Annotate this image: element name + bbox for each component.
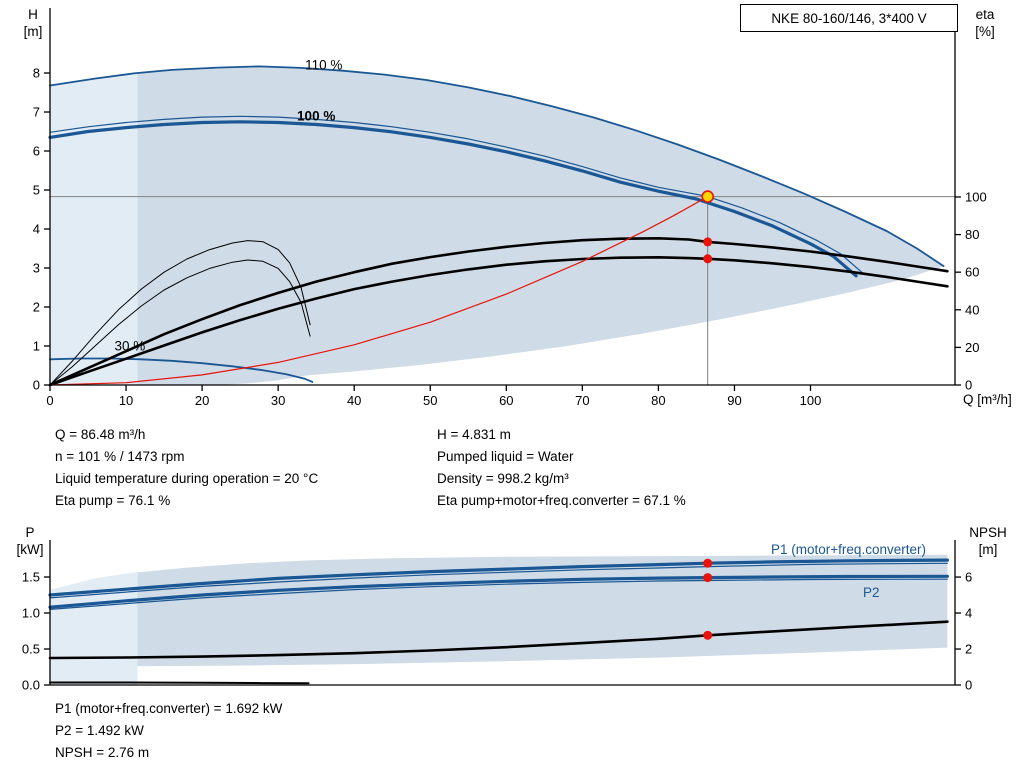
y-right-tick-label: 60 — [965, 265, 979, 280]
x-tick-label: 100 — [800, 393, 822, 408]
result-line: n = 101 % / 1473 rpm — [55, 449, 185, 464]
y-left-tick-label: 6 — [33, 144, 40, 159]
y-left-tick-label: 7 — [33, 105, 40, 120]
x-tick-label: 60 — [499, 393, 513, 408]
result-line: Liquid temperature during operation = 20… — [55, 471, 319, 486]
result-line: NPSH = 2.76 m — [55, 745, 150, 760]
q-axis-title: Q [m³/h] — [963, 392, 1012, 407]
label-speed-30-label: 30 % — [115, 338, 146, 353]
result-line: Eta pump+motor+freq.converter = 67.1 % — [437, 493, 686, 508]
marker-eta-total-point — [703, 254, 713, 264]
y-left-tick-label: 1 — [33, 339, 40, 354]
y-left-tick-label: 0.5 — [22, 642, 40, 657]
y-left-tick-label: 1.5 — [22, 570, 40, 585]
region-low-flow-band — [50, 73, 138, 385]
eta-axis-title: eta [%] — [966, 6, 1004, 40]
y-right-tick-label: 80 — [965, 227, 979, 242]
y-right-tick-label: 40 — [965, 302, 979, 317]
x-tick-label: 30 — [271, 393, 285, 408]
result-line: Density = 998.2 kg/m³ — [437, 471, 569, 486]
curve-p2-100 — [49, 578, 949, 611]
curve-eta-total-partload — [49, 259, 311, 386]
y-right-tick-label: 6 — [965, 570, 972, 585]
y-left-tick-label: 2 — [33, 300, 40, 315]
curve-speed-100 — [48, 120, 858, 278]
h-axis-label: H — [28, 7, 38, 22]
curve-speed-110 — [49, 65, 945, 268]
y-right-tick-label: 0 — [965, 678, 972, 693]
y-left-tick-label: 4 — [33, 222, 40, 237]
region-power-envelope — [50, 554, 948, 667]
marker-npsh-point — [703, 630, 713, 640]
x-tick-label: 0 — [46, 393, 53, 408]
result-line: H = 4.831 m — [437, 427, 511, 442]
npsh-axis-title: NPSH [m] — [962, 524, 1014, 558]
curve-speed-101 — [49, 115, 865, 275]
curve-speed-min — [49, 357, 314, 383]
h-axis-title: H [m] — [14, 6, 52, 40]
p-axis-unit: [kW] — [16, 542, 44, 557]
curve-eta-pump — [48, 237, 949, 387]
y-right-tick-label: 2 — [965, 642, 972, 657]
pump-title-box: NKE 80-160/146, 3*400 V — [740, 4, 958, 32]
y-left-tick-label: 0 — [33, 378, 40, 393]
x-tick-label: 90 — [727, 393, 741, 408]
npsh-axis-label: NPSH — [969, 525, 1007, 540]
y-right-tick-label: 100 — [965, 189, 987, 204]
curve-p1-101 — [48, 558, 950, 597]
marker-eta-pump-point — [703, 237, 713, 247]
x-tick-label: 20 — [195, 393, 209, 408]
result-line: Eta pump = 76.1 % — [55, 493, 171, 508]
curve-eta-total — [48, 255, 949, 387]
y-left-tick-label: 3 — [33, 261, 40, 276]
result-line: P1 (motor+freq.converter) = 1.692 kW — [55, 701, 283, 716]
curve-p2-min-speed — [49, 681, 310, 685]
label-p1-label: P1 (motor+freq.converter) — [771, 542, 926, 557]
marker-p1-point — [703, 558, 713, 568]
x-tick-label: 50 — [423, 393, 437, 408]
duty-results-left: Q = 86.48 m³/h n = 101 % / 1473 rpm Liqu… — [55, 424, 318, 512]
curve-eta-pump-partload — [49, 240, 311, 386]
marker-p2-point — [703, 573, 713, 583]
y-left-tick-label: 1.0 — [22, 606, 40, 621]
y-left-tick-label: 0.0 — [22, 678, 40, 693]
power-npsh-chart: P1 (motor+freq.converter) P2 0.0 0.5 1.0 1.5 0… — [22, 540, 972, 693]
result-line: Q = 86.48 m³/h — [55, 427, 146, 442]
result-line: Pumped liquid = Water — [437, 449, 574, 464]
eta-axis-unit: [%] — [975, 24, 995, 39]
x-tick-label: 10 — [119, 393, 133, 408]
y-right-tick-label: 20 — [965, 340, 979, 355]
qh-chart: 110 %100 %30 %0 10 20 30 40 50 60 70 80 90 1000123… — [33, 8, 987, 408]
y-right-tick-label: 0 — [965, 378, 972, 393]
p-axis-title: P [kW] — [8, 524, 52, 558]
result-line: P2 = 1.492 kW — [55, 723, 144, 738]
curve-p2-101 — [48, 574, 950, 609]
label-p2-label: P2 — [863, 585, 880, 600]
npsh-axis-unit: [m] — [978, 542, 998, 557]
h-axis-unit: [m] — [23, 24, 43, 39]
region-operating-envelope — [50, 66, 944, 386]
label-speed-110-label: 110 % — [305, 58, 342, 73]
x-tick-label: 40 — [347, 393, 361, 408]
y-right-tick-label: 4 — [965, 606, 972, 621]
curve-system-curve — [49, 196, 709, 386]
label-speed-100-label: 100 % — [297, 108, 335, 123]
curve-p1-100 — [49, 562, 949, 599]
eta-axis-label: eta — [975, 7, 995, 22]
marker-duty-point — [701, 190, 715, 203]
curve-npsh — [48, 620, 949, 660]
y-left-tick-label: 5 — [33, 183, 40, 198]
x-tick-label: 80 — [651, 393, 665, 408]
p-axis-label: P — [25, 525, 35, 540]
y-left-tick-label: 8 — [33, 66, 40, 81]
x-tick-label: 70 — [575, 393, 589, 408]
power-results: P1 (motor+freq.converter) = 1.692 kW P2 … — [55, 698, 282, 764]
duty-results-right: H = 4.831 m Pumped liquid = Water Densit… — [437, 424, 686, 512]
